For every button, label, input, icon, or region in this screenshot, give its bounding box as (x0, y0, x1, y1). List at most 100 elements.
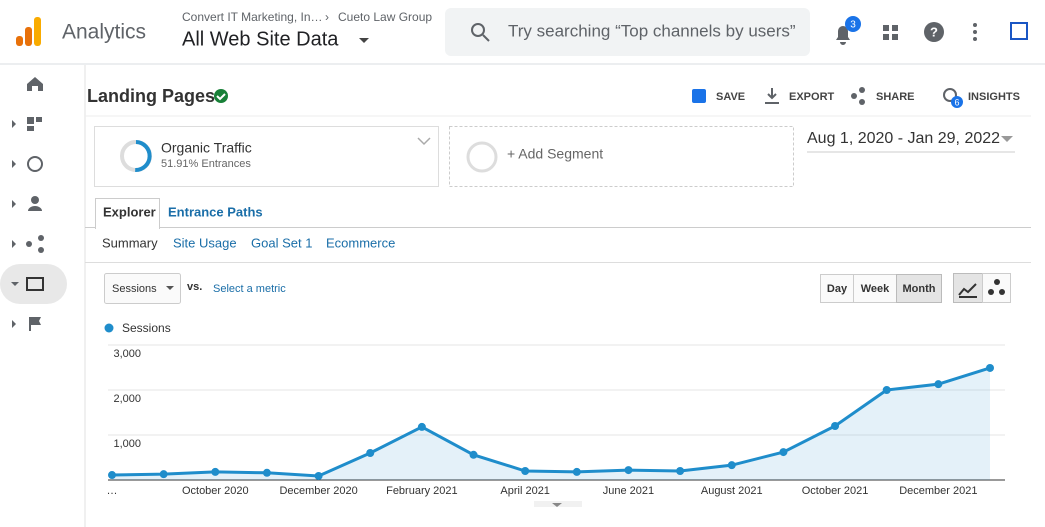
x-tick-label: October 2020 (182, 485, 249, 497)
breadcrumb-sep: › (325, 10, 329, 24)
y-tick-label: 2,000 (113, 393, 141, 405)
segment-name: Organic Traffic (161, 140, 252, 156)
insights-count: 6 (954, 97, 959, 107)
metric-select-label: Sessions (112, 283, 157, 295)
subtab[interactable]: Goal Set 1 (251, 235, 312, 250)
report-title: Landing Pages (87, 86, 215, 106)
point (366, 449, 375, 457)
x-tick-label: June 2021 (603, 485, 654, 497)
point (108, 471, 116, 480)
granularity-label: Month (903, 283, 936, 295)
line-chart-icon (958, 283, 977, 298)
month-button[interactable] (896, 274, 942, 303)
apps-icon[interactable] (883, 25, 898, 40)
save-icon (692, 89, 706, 103)
tab[interactable]: Entrance Paths (168, 204, 263, 219)
segment-detail: 51.91% Entrances (161, 158, 251, 170)
line (111, 366, 991, 478)
x-tick-label: October 2021 (802, 485, 869, 497)
caret (359, 38, 369, 43)
legend-marker (104, 323, 114, 333)
point (676, 467, 685, 475)
tab-active[interactable] (95, 198, 160, 229)
breadcrumb[interactable]: Convert IT Marketing, In… (182, 10, 323, 24)
add-segment[interactable]: + Add Segment (507, 146, 603, 162)
account-icon[interactable] (1010, 22, 1028, 40)
more-icon[interactable] (973, 23, 977, 41)
point (417, 422, 426, 431)
badge-count: 3 (850, 20, 856, 31)
x-tick-label: … (107, 485, 118, 497)
save-button[interactable]: SAVE (716, 91, 745, 103)
logo (16, 17, 41, 46)
x-tick-label: February 2021 (386, 485, 458, 497)
search-placeholder: Try searching “Top channels by users” (508, 21, 796, 40)
select-metric[interactable]: Select a metric (213, 283, 286, 295)
area (112, 367, 990, 480)
search-box[interactable] (445, 8, 810, 56)
point (624, 466, 633, 475)
share-button[interactable]: SHARE (876, 91, 915, 103)
breadcrumb[interactable]: Cueto Law Group (338, 10, 432, 24)
add-segment-card[interactable] (449, 126, 794, 187)
tab[interactable]: Explorer (103, 204, 156, 219)
point (572, 467, 581, 476)
scroll-caret (552, 503, 562, 507)
segment-donut-fill (135, 140, 152, 173)
vs-label: vs. (187, 281, 202, 293)
motion-chart-button[interactable] (982, 273, 1011, 303)
tab-cover (96, 226, 159, 229)
search-icon (482, 34, 490, 42)
verified-icon (214, 89, 228, 103)
y-tick-label: 3,000 (113, 348, 141, 360)
nav-selected (0, 264, 67, 304)
y-tick-label: 1,000 (113, 438, 141, 450)
point (159, 470, 168, 479)
view-selector[interactable]: All Web Site Data (182, 28, 339, 50)
export-button[interactable]: EXPORT (789, 91, 835, 103)
verified-check (216, 93, 226, 101)
point (934, 380, 943, 389)
metric-select[interactable] (104, 273, 181, 304)
product-name: Analytics (62, 21, 146, 44)
x-tick-label: December 2021 (899, 485, 977, 497)
help-icon[interactable] (924, 22, 944, 42)
point (469, 450, 478, 459)
chart: 1,000 2,000 3,000 … October 2020 December 202… (104, 321, 1005, 497)
help-glyph: ? (930, 24, 938, 39)
insights-icon (943, 88, 957, 102)
point (521, 467, 530, 475)
notifications[interactable] (836, 26, 850, 45)
subtab[interactable]: Site Usage (173, 235, 237, 250)
date-range[interactable]: Aug 1, 2020 - Jan 29, 2022 (807, 130, 1000, 147)
subtab[interactable]: Summary (102, 235, 158, 250)
point (831, 422, 840, 430)
share-icon (851, 87, 865, 105)
point (211, 467, 220, 476)
insights-badge (951, 96, 963, 108)
point (727, 461, 736, 470)
metric-caret (166, 286, 174, 290)
export-icon (765, 88, 779, 104)
date-caret (1001, 136, 1013, 142)
segment-card[interactable] (94, 126, 439, 187)
granularity-label: Week (861, 283, 890, 295)
week-button[interactable] (853, 274, 897, 303)
segment-chevron[interactable] (417, 137, 431, 146)
insights-button[interactable]: INSIGHTS (968, 91, 1020, 103)
point (262, 468, 271, 477)
legend-label: Sessions (122, 321, 171, 335)
add-segment-circle (466, 141, 498, 173)
line-chart-button[interactable] (953, 273, 983, 303)
point (986, 363, 994, 372)
point (779, 448, 788, 457)
x-tick-label: December 2020 (279, 485, 357, 497)
point (314, 471, 323, 480)
x-tick-label: August 2021 (701, 485, 763, 497)
point (882, 386, 891, 394)
badge (845, 16, 861, 32)
motion-chart-icon (988, 279, 1005, 295)
nav-icons[interactable] (11, 77, 44, 331)
subtab[interactable]: Ecommerce (326, 235, 395, 250)
